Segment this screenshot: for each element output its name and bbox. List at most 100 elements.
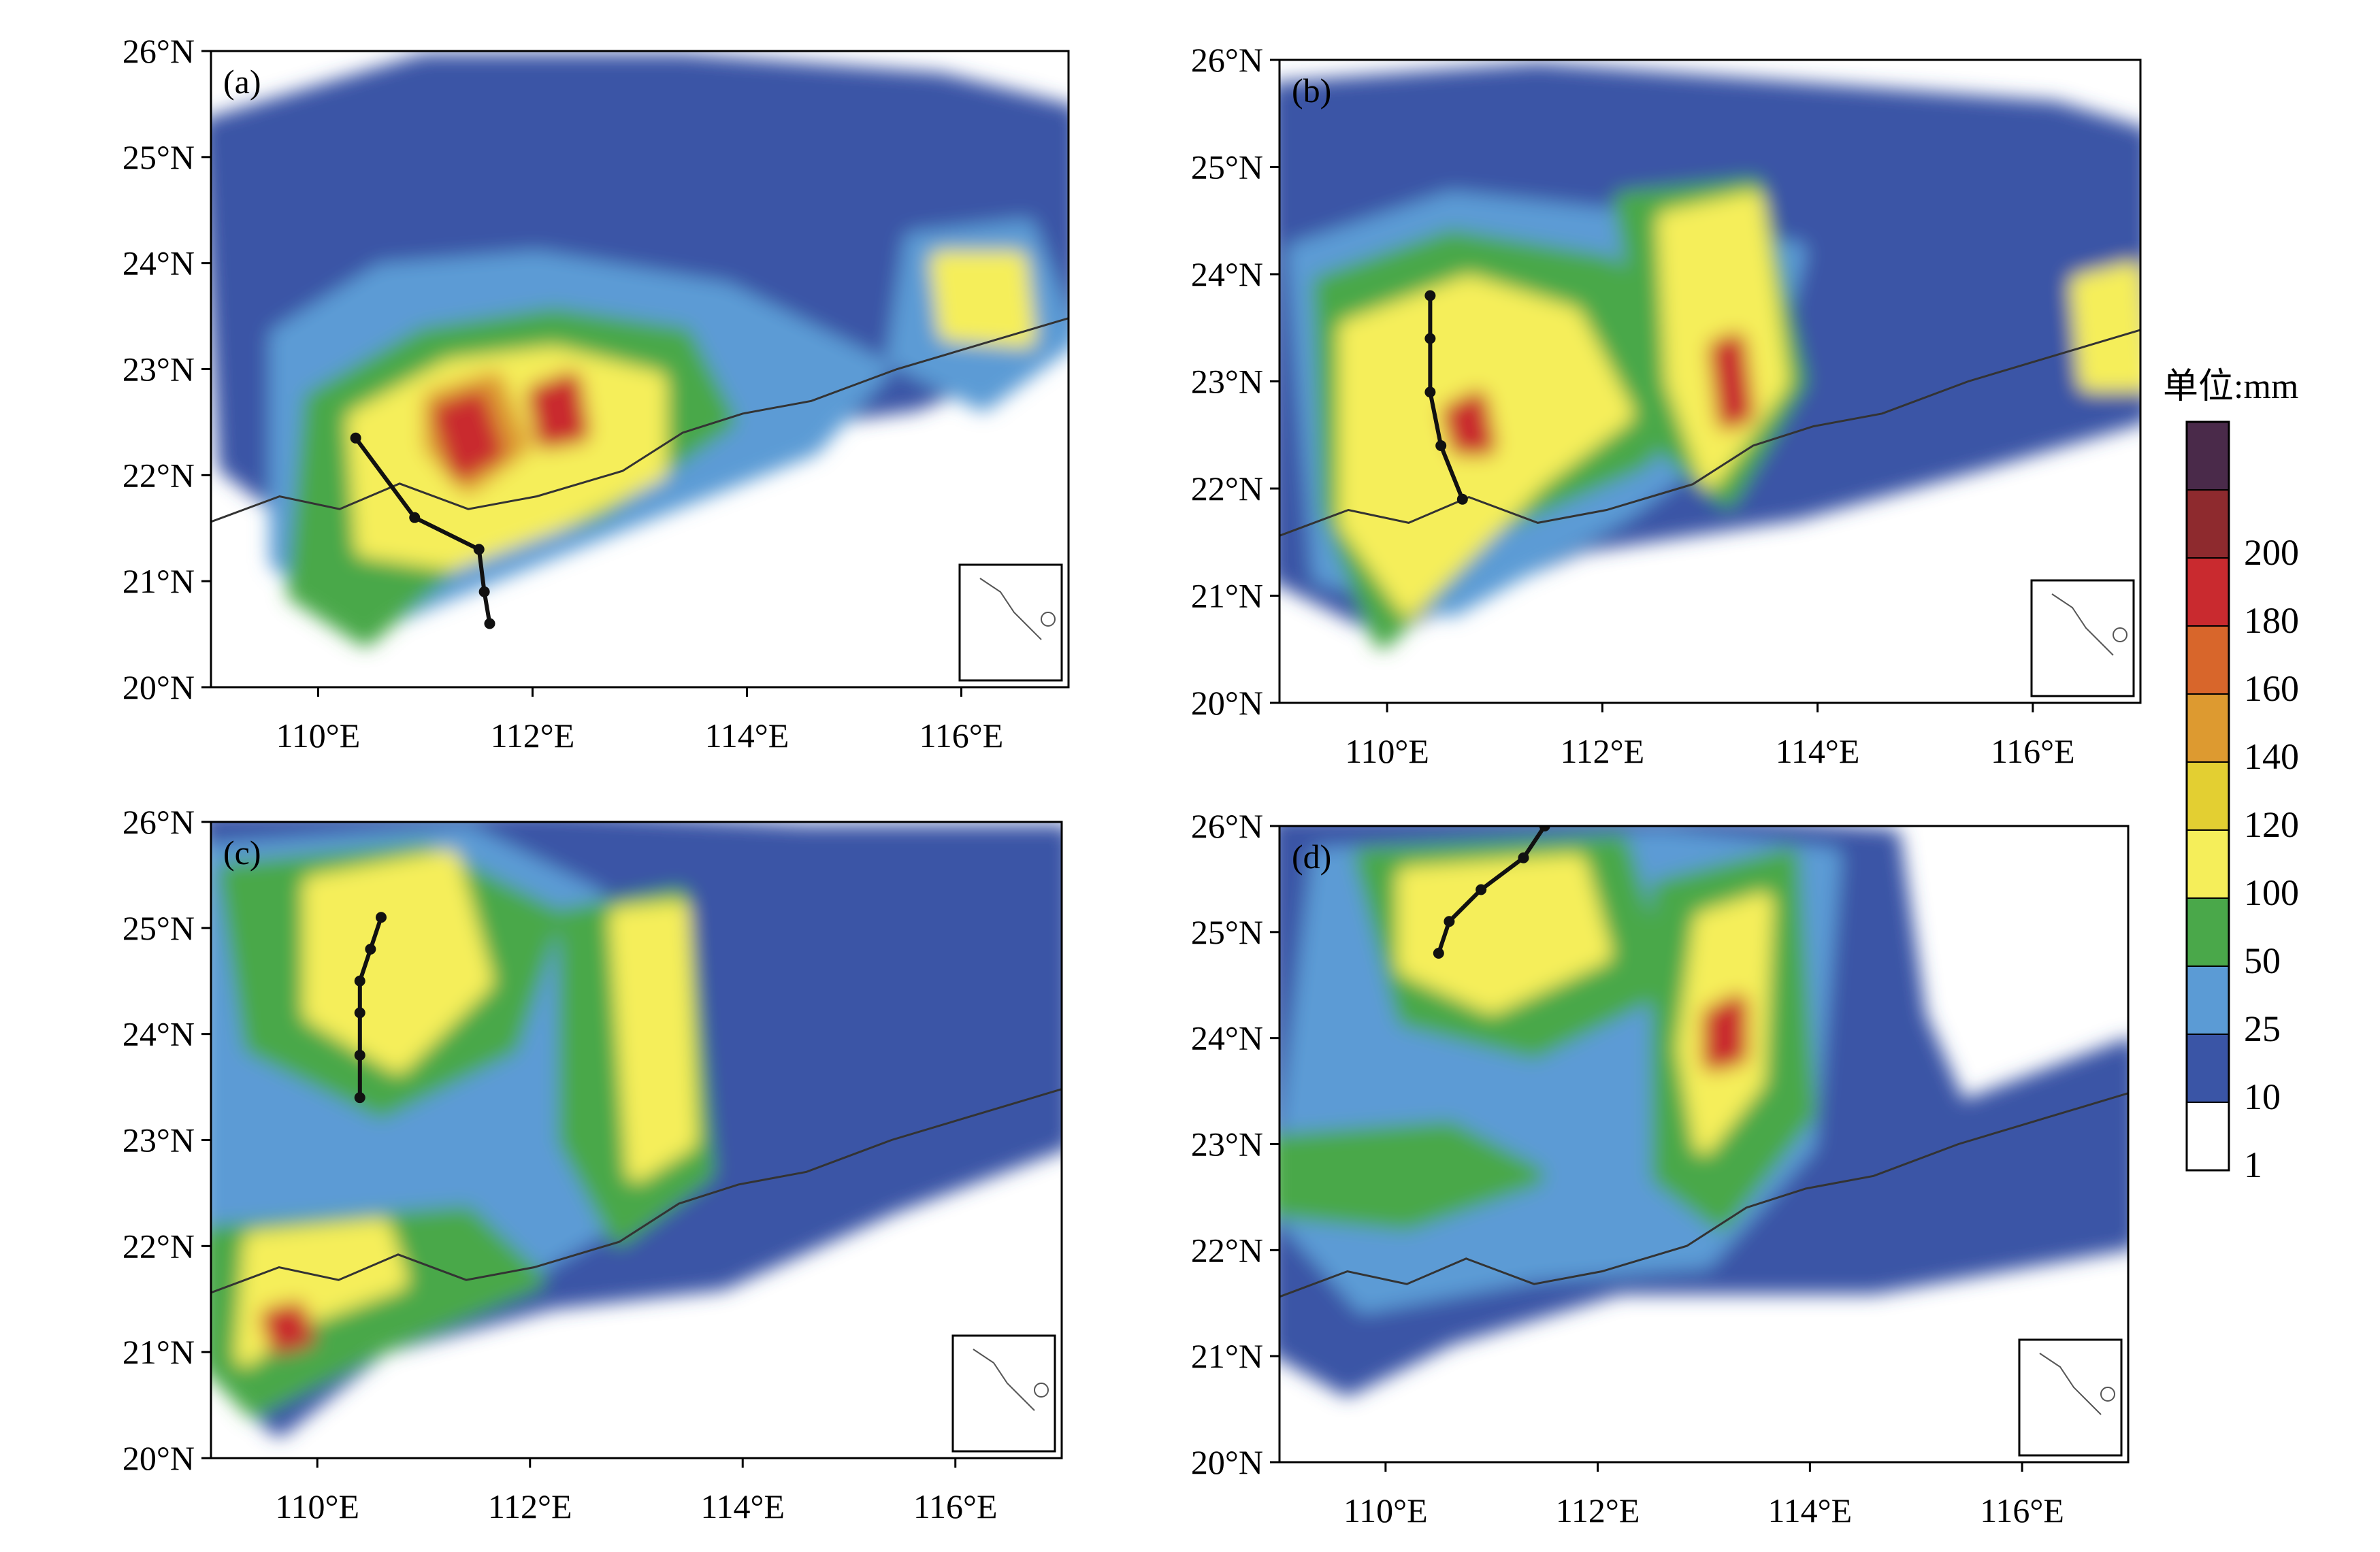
legend-tick-label: 50: [2244, 940, 2281, 981]
legend-swatch: [2186, 625, 2230, 695]
track-point: [1444, 916, 1455, 927]
rainfall-field: [211, 822, 1062, 1437]
track-point: [354, 975, 365, 987]
y-tick-label: 22°N: [123, 456, 195, 494]
y-tick-label: 21°N: [123, 562, 195, 600]
map-panel-b: (b) 26°N 25°N 24°N 23°N 22°N 21°N 20°N 110°E 112°…: [1191, 41, 2142, 770]
legend-tick-label: 1: [2244, 1144, 2262, 1185]
y-tick-label: 20°N: [123, 1439, 195, 1477]
track-point: [1435, 440, 1447, 451]
rainfall-field: [1279, 62, 2140, 649]
legend-swatch: [2186, 829, 2230, 899]
y-tick-label: 22°N: [1191, 469, 1263, 508]
legend-swatch: [2186, 421, 2230, 491]
x-tick-label: 116°E: [1980, 1491, 2064, 1530]
panel-label: (a): [223, 63, 261, 101]
y-tick-label: 26°N: [123, 803, 195, 841]
legend-swatch: [2186, 761, 2230, 831]
track-point: [1539, 826, 1550, 831]
track-point: [484, 618, 495, 629]
track-point: [354, 1007, 365, 1019]
inset-map: [2030, 579, 2135, 697]
coastline: [1279, 1092, 2128, 1298]
track-point: [1456, 493, 1468, 505]
map-panel-c: (c) 26°N 25°N 24°N 23°N 22°N 21°N 20°N 110°E 112°…: [123, 803, 1063, 1525]
x-tick-label: 112°E: [491, 716, 575, 755]
track-point: [473, 544, 485, 555]
track-point: [1424, 290, 1436, 301]
y-tick-label: 20°N: [123, 668, 195, 706]
legend-swatch: [2186, 489, 2230, 559]
x-tick-label: 110°E: [1343, 1491, 1428, 1530]
y-tick-label: 23°N: [1191, 363, 1263, 401]
panel-label: (d): [1292, 838, 1331, 876]
legend-tick-label: 200: [2244, 532, 2299, 573]
legend-swatch: [2186, 693, 2230, 763]
track-point: [354, 1092, 365, 1104]
coastline: [211, 1088, 1062, 1294]
map-panel-d: (d) 26°N 25°N 24°N 23°N 22°N 21°N 20°N 110°E 112°…: [1191, 807, 2130, 1530]
track-point: [1433, 948, 1444, 959]
y-tick-label: 23°N: [1191, 1125, 1263, 1163]
y-tick-label: 22°N: [1191, 1231, 1263, 1269]
legend-tick-label: 120: [2244, 804, 2299, 845]
legend-swatch: [2186, 557, 2230, 627]
x-tick-label: 110°E: [276, 716, 361, 755]
x-tick-label: 114°E: [1768, 1491, 1853, 1530]
x-tick-label: 112°E: [1561, 732, 1645, 770]
legend-swatch: [2186, 965, 2230, 1035]
legend-swatch: [2186, 897, 2230, 967]
inset-map: [951, 1334, 1056, 1453]
y-tick-label: 25°N: [123, 138, 195, 176]
y-tick-label: 21°N: [123, 1333, 195, 1371]
y-tick-label: 23°N: [123, 1121, 195, 1159]
y-tick-label: 24°N: [123, 1015, 195, 1053]
track-point: [376, 912, 387, 923]
panel-label: (b): [1292, 71, 1331, 110]
track-point: [409, 512, 421, 523]
legend-tick-label: 10: [2244, 1076, 2281, 1117]
rainfall-field: [211, 53, 1069, 647]
y-tick-label: 24°N: [123, 244, 195, 282]
y-tick-label: 20°N: [1191, 1443, 1263, 1481]
coastline: [211, 317, 1069, 523]
track-point: [354, 1049, 365, 1061]
track-point: [1424, 386, 1436, 398]
y-tick-label: 25°N: [1191, 913, 1263, 951]
x-tick-label: 114°E: [705, 716, 789, 755]
y-tick-label: 25°N: [123, 909, 195, 947]
legend-tick-label: 160: [2244, 668, 2299, 709]
y-tick-label: 24°N: [1191, 1019, 1263, 1057]
x-tick-label: 114°E: [1776, 732, 1860, 770]
y-tick-label: 20°N: [1191, 684, 1263, 722]
x-tick-label: 112°E: [1556, 1491, 1640, 1530]
x-tick-label: 116°E: [919, 716, 1004, 755]
y-tick-label: 21°N: [1191, 577, 1263, 615]
rainfall-field: [1279, 826, 2128, 1396]
x-tick-label: 110°E: [1345, 732, 1429, 770]
legend-tick-label: 25: [2244, 1008, 2281, 1049]
y-tick-label: 26°N: [123, 32, 195, 70]
x-tick-label: 116°E: [913, 1487, 998, 1525]
y-tick-label: 25°N: [1191, 148, 1263, 186]
legend-tick-label: 180: [2244, 600, 2299, 641]
inset-map: [2018, 1338, 2123, 1457]
track-point: [365, 944, 376, 955]
legend-tick-label: 100: [2244, 872, 2299, 913]
x-tick-label: 116°E: [1991, 732, 2075, 770]
legend-swatch: [2186, 1102, 2230, 1171]
track-point: [478, 586, 490, 597]
y-tick-label: 26°N: [1191, 807, 1263, 845]
legend-tick-label: 140: [2244, 736, 2299, 777]
x-tick-label: 112°E: [488, 1487, 572, 1525]
track-point: [1424, 333, 1436, 344]
y-tick-label: 22°N: [123, 1227, 195, 1265]
track-point: [1518, 852, 1529, 863]
legend-title: 单位:mm: [2163, 367, 2298, 406]
y-tick-label: 26°N: [1191, 41, 1263, 79]
x-tick-label: 110°E: [275, 1487, 359, 1525]
track-point: [1476, 884, 1487, 895]
y-tick-label: 24°N: [1191, 255, 1263, 293]
legend-swatch: [2186, 1034, 2230, 1103]
colorbar-legend: 单位:mm 1 10 25 50 100 120 140 160 180 200: [2163, 367, 2299, 1185]
